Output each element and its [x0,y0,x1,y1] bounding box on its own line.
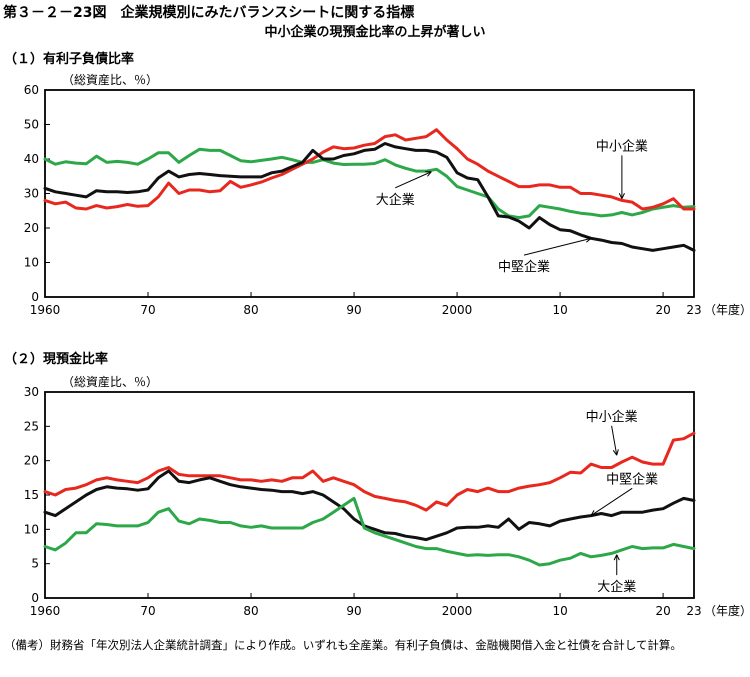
panel-1-title: （１）有利子負債比率 [4,52,135,67]
footnote: （備考）財務省「年次別法人企業統計調査」により作成。いずれも全産業。有利子負債は… [4,638,682,652]
chart2-x-tick-label: 2000 [442,604,473,618]
chart1-y-tick-label: 50 [24,118,39,132]
chart1-label-arrowhead-medium [585,236,592,239]
chart1-y-tick-label: 40 [24,152,39,166]
chart1-label-arrow-medium [523,237,592,256]
chart1-label-arrowhead-large [427,171,432,177]
chart1-series-large [43,147,696,220]
chart2-series-medium [43,469,696,542]
chart2-y-tick-label: 5 [31,557,39,571]
chart1-label-large: 大企業 [376,192,415,208]
chart2-label-arrowhead-medium [590,510,595,516]
panel-2-title: （２）現預金比率 [4,352,109,367]
chart1-x-tick-label: 20 [655,303,670,317]
chart2-label-large: 大企業 [597,579,636,595]
chart1-label-arrowhead-sme [621,193,625,199]
chart1-y-tick-label: 0 [31,290,39,304]
chart2-series-large [43,496,696,567]
chart1-x-tick-label: 90 [346,303,361,317]
chart2-x-tick-label: 70 [140,604,155,618]
chart1-label-arrowhead-sme [618,193,623,199]
chart1-label-sme: 中小企業 [596,138,648,154]
chart1-x-tick-label: 10 [552,303,567,317]
chart2-y-tick-label: 0 [31,591,39,605]
chart1-y-axis-label: （総資産比、％） [62,72,158,87]
chart2-y-tick-label: 15 [24,488,39,502]
chart2-x-tick-label: 1960 [30,604,61,618]
figure-subtitle: 中小企業の現預金比率の上昇が著しい [264,25,486,40]
chart1-x-axis-label: （年度） [704,302,750,317]
chart2-label-arrow-medium [590,487,633,517]
chart2-y-tick-label: 10 [24,522,39,536]
chart1-x-tick-label: 23 [686,303,701,317]
chart2-label-arrowhead-sme [616,449,619,456]
chart2-label-arrowhead-medium [590,514,597,517]
chart1-label-medium: 中堅企業 [498,259,550,275]
chart1-label-arrow-large [395,171,432,189]
chart2-x-tick-label: 23 [686,604,701,618]
chart1-x-tick-label: 2000 [442,303,473,317]
chart2-x-tick-label: 90 [346,604,361,618]
chart2-x-tick-label: 10 [552,604,567,618]
figure-title: 第３－２－23図 企業規模別にみたバランスシートに関する指標 [3,5,415,21]
chart1-label-arrowhead-medium [586,237,592,243]
chart2-x-tick-label: 20 [655,604,670,618]
chart1-series-sme [43,128,696,211]
chart2-series-sme [43,431,696,512]
chart2-y-axis-label: （総資産比、％） [62,374,158,389]
chart1-y-tick-label: 30 [24,187,39,201]
chart1-x-tick-label: 70 [140,303,155,317]
chart2-x-tick-label: 80 [243,604,258,618]
chart2-label-arrowhead-sme [612,450,618,456]
chart2-y-tick-label: 20 [24,454,39,468]
chart1-x-tick-label: 1960 [30,303,61,317]
chart2-label-sme: 中小企業 [586,409,638,425]
chart1-y-tick-label: 10 [24,256,39,270]
chart2-y-tick-label: 25 [24,419,39,433]
chart2-label-arrowhead-large [616,554,620,561]
chart2-y-tick-label: 30 [24,385,39,399]
chart1-y-tick-label: 20 [24,221,39,235]
chart2-x-axis-label: （年度） [704,603,750,618]
chart2-label-arrow-sme [611,425,618,456]
chart1-y-tick-label: 60 [24,83,39,97]
chart1-series-medium [43,142,696,252]
chart2-label-arrowhead-large [613,554,618,561]
chart1-x-tick-label: 80 [243,303,258,317]
chart2-label-medium: 中堅企業 [606,471,658,487]
